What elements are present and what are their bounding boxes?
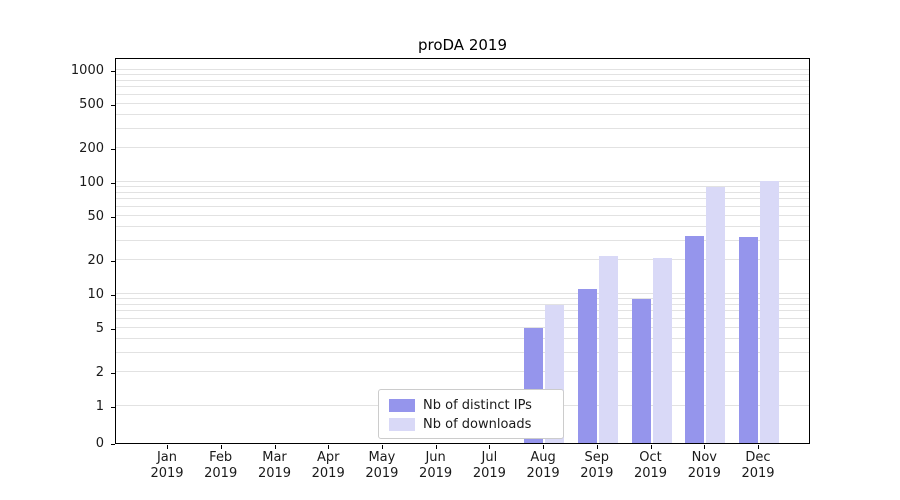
x-tick-label: Jun 2019 — [419, 450, 453, 481]
gridline — [116, 181, 809, 182]
bar-downloads — [760, 181, 779, 443]
gridline — [116, 317, 809, 319]
gridline — [116, 205, 809, 207]
x-tick-mark — [489, 445, 491, 449]
x-tick-label: Jul 2019 — [472, 450, 506, 481]
y-tick-mark — [111, 149, 115, 151]
legend-swatch-distinct-ips — [389, 398, 415, 412]
bar-distinct-ips — [685, 235, 705, 443]
gridline — [116, 127, 809, 129]
gridline — [116, 74, 809, 76]
y-tick-label: 2 — [95, 365, 104, 381]
x-tick-mark — [596, 445, 598, 449]
legend-item-downloads: Nb of downloads — [389, 416, 553, 432]
x-tick-mark — [167, 445, 168, 449]
y-tick-mark — [111, 373, 115, 375]
gridline — [116, 79, 809, 81]
gridline — [116, 186, 809, 188]
x-tick-mark — [435, 445, 437, 449]
x-tick-label: Apr 2019 — [311, 450, 345, 481]
x-tick-label: Nov 2019 — [687, 450, 721, 481]
x-tick-mark — [704, 445, 706, 449]
gridline — [116, 310, 809, 312]
gridline — [116, 198, 809, 200]
legend: Nb of distinct IPs Nb of downloads — [378, 389, 564, 439]
x-tick-label: Mar 2019 — [257, 450, 292, 481]
y-tick-mark — [111, 261, 115, 263]
gridline — [116, 259, 809, 261]
x-tick-label: May 2019 — [365, 450, 399, 481]
gridline — [116, 371, 809, 373]
y-tick-label: 5 — [95, 320, 104, 336]
x-tick-mark — [381, 445, 383, 449]
gridline — [116, 298, 809, 300]
x-tick-mark — [650, 445, 652, 449]
gridline — [116, 225, 809, 227]
y-tick-label: 500 — [79, 96, 104, 112]
gridline — [116, 351, 809, 353]
x-tick-mark — [543, 445, 545, 449]
gridline — [116, 293, 809, 294]
y-tick-label: 200 — [79, 141, 104, 157]
gridline — [116, 69, 809, 70]
legend-label-downloads: Nb of downloads — [423, 416, 532, 432]
y-tick-label: 20 — [87, 253, 104, 269]
y-tick-label: 10 — [87, 287, 104, 302]
x-tick-mark — [758, 445, 759, 449]
bar-downloads — [706, 187, 726, 443]
y-tick-mark — [111, 216, 115, 218]
gridline — [116, 191, 809, 193]
x-tick-mark — [220, 445, 222, 449]
y-tick-mark — [111, 407, 115, 408]
gridline — [116, 303, 809, 305]
bar-downloads — [598, 255, 618, 443]
bar-distinct-ips — [631, 299, 651, 443]
y-tick-mark — [111, 71, 115, 72]
legend-label-distinct-ips: Nb of distinct IPs — [423, 397, 532, 413]
legend-item-distinct-ips: Nb of distinct IPs — [389, 397, 553, 413]
y-tick-label: 1000 — [70, 63, 104, 78]
x-tick-label: Oct 2019 — [633, 450, 668, 481]
y-tick-mark — [111, 104, 115, 106]
gridline — [116, 239, 809, 241]
y-tick-mark — [111, 444, 115, 445]
gridline — [116, 337, 809, 339]
x-tick-label: Sep 2019 — [580, 450, 614, 481]
gridline — [116, 113, 809, 115]
gridline — [116, 214, 809, 216]
x-tick-label: Jan 2019 — [150, 450, 184, 481]
x-tick-mark — [274, 445, 276, 449]
y-tick-mark — [111, 328, 115, 330]
y-tick-mark — [111, 295, 115, 296]
gridline — [116, 86, 809, 88]
x-tick-label: Feb 2019 — [204, 450, 238, 481]
bar-downloads — [652, 257, 672, 443]
y-tick-label: 50 — [87, 208, 104, 224]
y-tick-label: 100 — [79, 175, 104, 190]
gridline — [116, 326, 809, 328]
gridline — [116, 147, 809, 149]
x-tick-mark — [328, 445, 330, 449]
gridline — [116, 93, 809, 95]
chart-title: proDA 2019 — [417, 36, 508, 54]
gridline — [116, 102, 809, 104]
x-tick-label: Dec 2019 — [741, 450, 775, 481]
y-tick-mark — [111, 183, 115, 184]
y-tick-label: 1 — [95, 399, 104, 414]
legend-swatch-downloads — [389, 417, 415, 431]
bar-distinct-ips — [739, 237, 758, 443]
bar-distinct-ips — [577, 289, 597, 443]
x-tick-label: Aug 2019 — [526, 450, 560, 481]
y-tick-label: 0 — [95, 436, 104, 451]
plot-area — [115, 58, 810, 444]
